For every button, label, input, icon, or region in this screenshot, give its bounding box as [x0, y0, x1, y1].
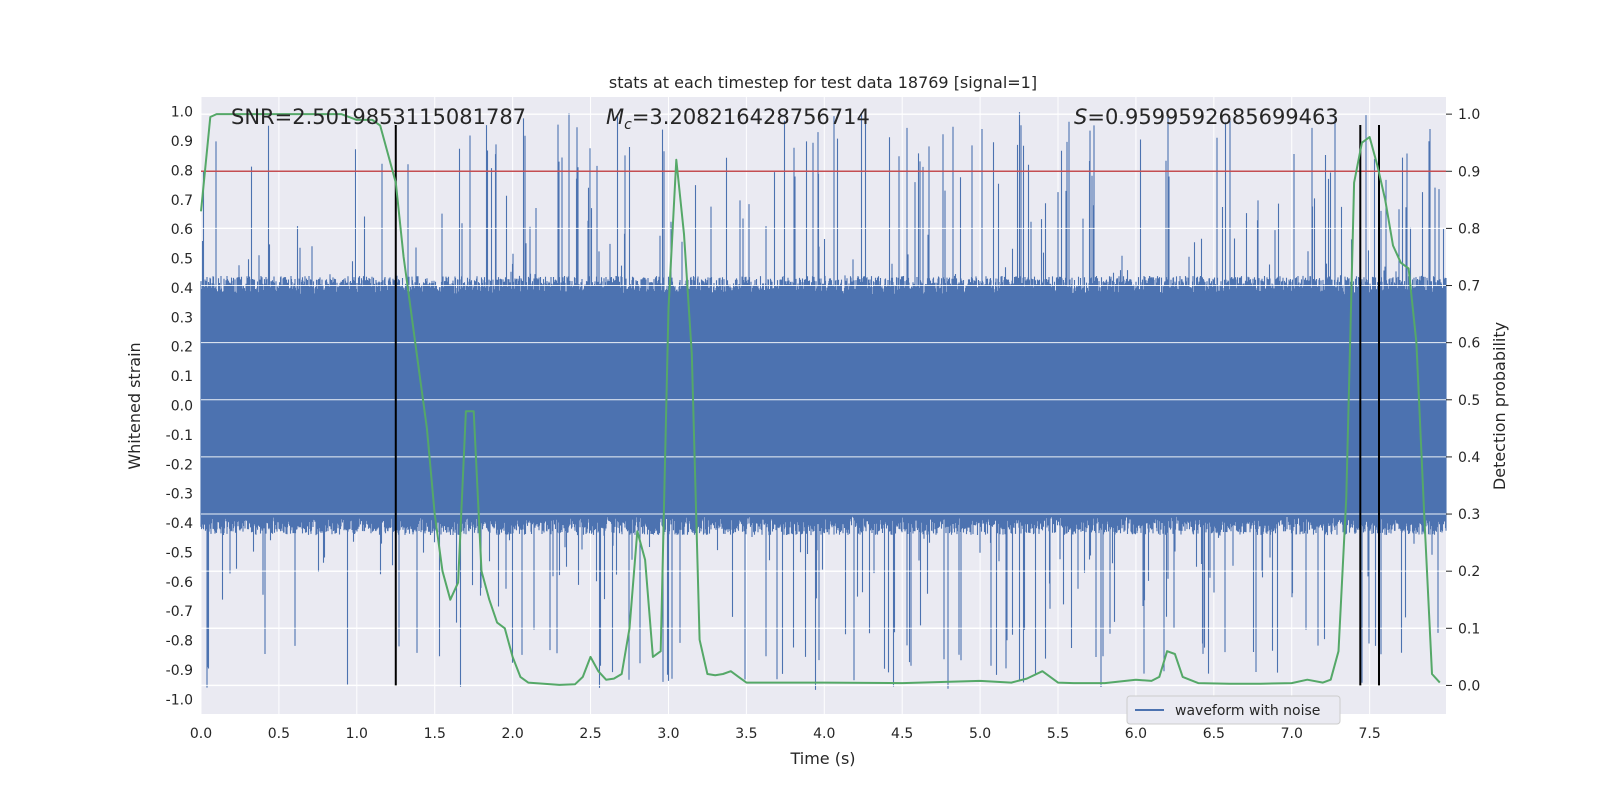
legend-box: [1126, 695, 1341, 725]
left-tick-label: -1.0: [166, 692, 193, 708]
x-tick-label: 1.0: [346, 726, 368, 742]
x-tick-label: 7.5: [1359, 726, 1381, 742]
chirp-mass-subscript: c: [624, 117, 632, 133]
x-tick-label: 4.5: [891, 726, 913, 742]
x-tick-label: 0.5: [268, 726, 290, 742]
right-tick-label: 0.3: [1458, 507, 1480, 523]
left-tick-label: 1.0: [171, 105, 193, 121]
right-axis-ticks: 1.0 0.9 0.8 0.7 0.6 0.5 0.4 0.3 0.2 0.1 0.0: [1446, 107, 1480, 694]
right-axis-label: Detection probability: [1490, 322, 1509, 490]
s-value: =0.9599592685699463: [1087, 105, 1338, 129]
left-tick-label: 0.9: [171, 134, 193, 150]
left-tick-label: 0.2: [171, 340, 193, 356]
left-tick-label: 0.3: [171, 310, 193, 326]
x-tick-label: 2.5: [579, 726, 601, 742]
x-tick-label: 2.0: [502, 726, 524, 742]
vertical-markers: [394, 125, 1380, 686]
right-tick-label: 0.7: [1458, 279, 1480, 295]
x-tick-label: 5.0: [969, 726, 991, 742]
x-tick-label: 7.0: [1281, 726, 1303, 742]
right-tick-label: 0.1: [1458, 621, 1480, 637]
right-tick-label: 0.9: [1458, 164, 1480, 180]
chirp-mass-annotation: Mc=3.208216428756714: [606, 105, 870, 133]
left-axis-label: Whitened strain: [125, 342, 144, 469]
left-tick-label: -0.5: [166, 545, 193, 561]
x-tick-label: 6.0: [1125, 726, 1147, 742]
left-axis-ticks: 1.0 0.9 0.8 0.7 0.6 0.5 0.4 0.3 0.2 0.1 0.0 -0.1 -0.…: [166, 105, 193, 709]
right-tick-label: 0.0: [1458, 678, 1480, 694]
legend-label: waveform with noise: [1175, 703, 1320, 719]
left-tick-label: 0.6: [171, 222, 193, 238]
right-tick-label: 0.8: [1458, 221, 1480, 237]
x-tick-label: 6.5: [1203, 726, 1225, 742]
probability-line: [200, 113, 1441, 686]
left-tick-label: 0.0: [171, 399, 193, 415]
x-tick-label: 5.5: [1047, 726, 1069, 742]
right-tick-label: 0.6: [1458, 336, 1480, 352]
left-tick-label: 0.1: [171, 369, 193, 385]
left-tick-label: -0.2: [166, 457, 193, 473]
right-tick-label: 1.0: [1458, 107, 1480, 123]
x-tick-label: 3.0: [657, 726, 679, 742]
left-tick-label: 0.8: [171, 163, 193, 179]
left-tick-label: -0.1: [166, 428, 193, 444]
left-tick-label: 0.7: [171, 193, 193, 209]
x-tick-label: 0.0: [190, 726, 212, 742]
s-symbol: S: [1074, 105, 1087, 129]
snr-annotation: SNR=2.5019853115081787: [231, 105, 526, 129]
right-tick-label: 0.4: [1458, 450, 1480, 466]
left-tick-label: -0.4: [166, 516, 193, 532]
left-tick-label: 0.4: [171, 281, 193, 297]
left-tick-label: 0.5: [171, 252, 193, 268]
s-annotation: S=0.9599592685699463: [1074, 105, 1339, 129]
left-tick-label: -0.8: [166, 634, 193, 650]
left-tick-label: -0.6: [166, 575, 193, 591]
chirp-mass-value: =3.208216428756714: [632, 105, 870, 129]
x-axis-label: Time (s): [789, 749, 855, 768]
right-tick-label: 0.5: [1458, 393, 1480, 409]
right-tick-label: 0.2: [1458, 564, 1480, 580]
legend: waveform with noise: [1126, 695, 1341, 725]
x-axis-ticks: 0.0 0.5 1.0 1.5 2.0 2.5 3.0 3.5 4.0 4.5 5.0 5.5 6.0 6…: [190, 726, 1381, 742]
waveform-series: [200, 112, 1447, 690]
chirp-mass-symbol: M: [606, 105, 624, 129]
x-tick-label: 4.0: [813, 726, 835, 742]
left-tick-label: -0.3: [166, 487, 193, 503]
x-tick-label: 3.5: [735, 726, 757, 742]
left-tick-label: -0.9: [166, 663, 193, 679]
left-tick-label: -0.7: [166, 604, 193, 620]
x-tick-label: 1.5: [424, 726, 446, 742]
chart-title: stats at each timestep for test data 187…: [609, 73, 1037, 92]
probability-series: [200, 113, 1441, 686]
